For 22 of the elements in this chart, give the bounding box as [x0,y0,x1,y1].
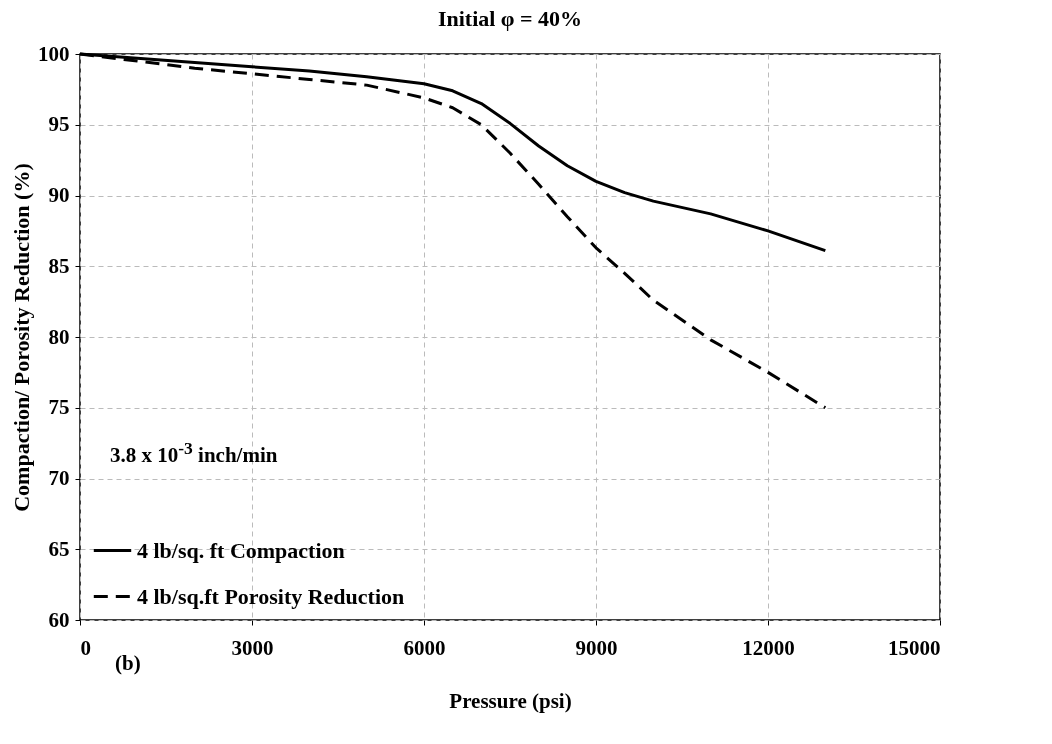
y-tick-label: 70 [48,466,70,490]
x-tick-label: 12000 [742,635,795,660]
legend-label: 4 lb/sq.ft Porosity Reduction [137,583,405,609]
annotation: 3.8 x 10$^{-3}$ inch/min [110,438,278,468]
y-axis-title: Compaction/ Porosity Reduction (%) [9,163,34,512]
y-tick-label: 80 [48,324,70,349]
y-tick-label: 60 [48,607,70,632]
y-tick-label: 100 [38,41,70,66]
y-tick-label: 85 [48,253,70,278]
y-tick-label: 95 [48,112,70,137]
x-tick-label: 6000 [403,635,446,660]
legend-label: 4 lb/sq. ft Compaction [137,537,345,563]
y-tick-label: 75 [48,395,70,420]
x-tick-label: 3000 [231,635,274,660]
x-tick-label: 15000 [888,635,941,660]
x-axis-title: Pressure (psi) [449,688,572,713]
chart-title: Initial φ = 40% [437,6,583,31]
y-tick-label: 65 [48,536,70,561]
y-tick-label: 90 [48,183,70,207]
text: (b) [115,651,141,676]
x-tick-label: 0 [80,635,91,660]
x-tick-label: 9000 [575,635,618,660]
